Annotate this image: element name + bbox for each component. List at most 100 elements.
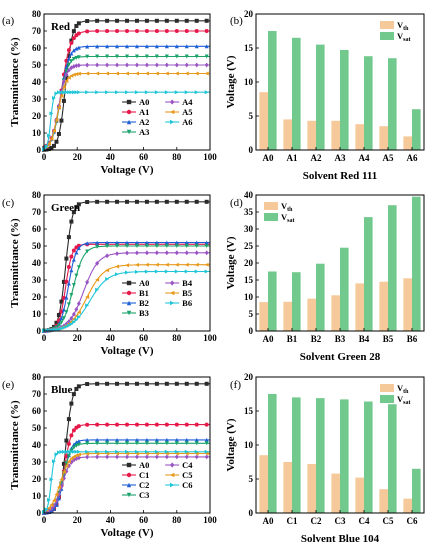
data-point-A0 (154, 199, 159, 204)
data-point-A0 (154, 18, 159, 23)
data-point-C4 (105, 454, 110, 460)
data-point-B2 (71, 257, 76, 262)
legend-marker-B5 (169, 290, 175, 296)
x-tick-label: B4 (359, 334, 370, 344)
data-point-A4 (174, 62, 179, 68)
data-point-A3 (69, 59, 74, 64)
data-point-C2 (174, 437, 179, 442)
data-point-B3 (59, 320, 64, 325)
data-point-A1 (85, 29, 90, 34)
y-tick-label: 10 (32, 491, 42, 501)
x-tick-label: 80 (172, 515, 182, 525)
data-point-C2 (154, 437, 159, 442)
y-tick-label: 10 (32, 309, 42, 319)
data-point-A3 (144, 54, 149, 59)
data-point-A5 (184, 71, 189, 76)
bar-Vsat-A5 (388, 58, 397, 151)
data-point-A6 (71, 90, 76, 95)
legend-entry-sub: sat (403, 400, 410, 406)
legend-entry-sub: sat (287, 218, 294, 224)
data-point-C5 (61, 470, 66, 475)
data-point-B4 (204, 250, 209, 256)
legend-marker-C3 (126, 492, 132, 498)
data-point-A4 (134, 62, 139, 68)
data-point-A3 (174, 54, 179, 59)
data-point-A3 (154, 54, 159, 59)
legend-entry-base: V (397, 31, 404, 41)
data-point-A5 (56, 105, 61, 110)
data-point-B5 (115, 264, 120, 269)
data-point-B3 (85, 249, 90, 254)
legend-entry-base: V (397, 383, 404, 393)
data-point-B2 (105, 240, 110, 245)
legend-entry-base: V (281, 201, 288, 211)
data-point-C5 (125, 451, 129, 456)
x-axis-label: Solvent Red 111 (303, 170, 378, 182)
data-point-A5 (71, 72, 76, 77)
data-point-C1 (115, 422, 120, 427)
data-point-A5 (125, 71, 129, 76)
x-axis-label: Voltage (V) (100, 164, 153, 176)
data-point-A3 (71, 56, 76, 61)
data-point-A0 (61, 98, 66, 103)
bar-Vth-B5 (379, 281, 388, 331)
data-point-C5 (54, 492, 59, 497)
data-point-A6 (46, 133, 51, 138)
data-point-C1 (194, 422, 199, 427)
data-point-A6 (134, 90, 139, 95)
legend-entry: A1 (139, 107, 149, 117)
data-point-A0 (194, 381, 199, 386)
legend-swatch-Vsat (380, 32, 394, 40)
data-point-B4 (194, 250, 199, 256)
data-point-A6 (49, 111, 54, 116)
data-point-A0 (61, 461, 66, 466)
legend-marker-C2 (126, 482, 132, 488)
data-point-B4 (74, 306, 79, 312)
y-tick-label: 15 (244, 43, 254, 53)
data-point-A0 (61, 279, 66, 284)
y-tick-label: 70 (32, 207, 42, 217)
data-point-C4 (76, 455, 81, 461)
data-point-B4 (64, 321, 69, 327)
data-point-A0 (144, 18, 149, 23)
plot-title: Red (51, 21, 70, 33)
data-point-A6 (61, 90, 66, 95)
y-tick-label: 70 (32, 389, 42, 399)
data-point-A0 (64, 438, 69, 443)
data-point-C4 (95, 454, 100, 460)
data-point-A0 (64, 75, 69, 80)
y-tick-label: 40 (32, 440, 42, 450)
y-tick-label: 35 (244, 207, 254, 217)
x-tick-label: B6 (407, 334, 418, 344)
data-point-B4 (134, 250, 139, 256)
data-point-A2 (184, 44, 189, 49)
legend-entry: Vth (281, 201, 293, 213)
data-point-C6 (74, 449, 79, 454)
data-point-C1 (76, 424, 81, 429)
data-point-A6 (204, 90, 209, 95)
data-point-A6 (154, 90, 159, 95)
data-point-C6 (194, 449, 199, 454)
data-point-C4 (134, 454, 139, 460)
data-point-B6 (134, 269, 139, 274)
data-point-A3 (95, 54, 100, 59)
data-point-B4 (154, 250, 159, 256)
legend-marker-C5 (169, 472, 175, 478)
data-point-A4 (76, 62, 81, 68)
data-point-A5 (64, 79, 69, 84)
data-point-B4 (115, 251, 120, 257)
data-point-A0 (85, 200, 90, 205)
legend-marker-A4 (169, 99, 175, 105)
data-point-C5 (76, 452, 81, 457)
legend-entry-sub: th (403, 389, 409, 395)
data-point-C5 (204, 451, 209, 456)
legend-entry: Vsat (397, 394, 410, 406)
data-point-B3 (204, 244, 209, 248)
x-tick-label: C1 (287, 516, 298, 526)
data-point-A0 (66, 54, 71, 59)
data-point-A1 (76, 31, 81, 36)
data-point-B5 (76, 310, 81, 315)
bar-Vsat-A1 (292, 37, 301, 150)
data-point-A0 (184, 18, 189, 23)
data-point-B4 (85, 279, 90, 285)
